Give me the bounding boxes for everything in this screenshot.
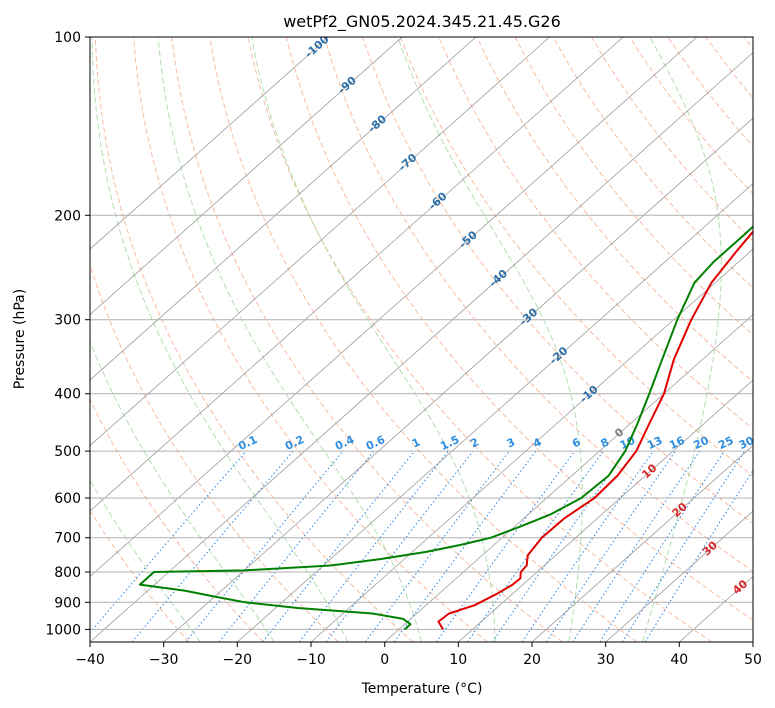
isotherm-line — [310, 248, 753, 642]
y-axis-ticks: 100 200 300 400 500 600 700 800 900 1000 — [45, 30, 90, 638]
y-tick-label: 400 — [54, 387, 81, 403]
dry-adiabat-line — [323, 37, 753, 573]
mixing-ratio-line — [621, 450, 746, 642]
dry-adiabat-line — [209, 37, 638, 642]
plot-frame — [89, 36, 754, 643]
x-tick-label: 40 — [670, 652, 688, 668]
x-tick-label: −20 — [223, 652, 253, 668]
dry-adiabat-line — [438, 37, 753, 430]
x-tick-label: −30 — [149, 652, 179, 668]
isotherm-line — [458, 379, 753, 642]
temperature-profile — [437, 230, 753, 630]
isotherm-line — [237, 183, 753, 642]
x-tick-label: −10 — [296, 652, 326, 668]
dry-adiabat-line — [247, 37, 712, 642]
isotherm-line — [384, 314, 753, 642]
moist-adiabat-line — [397, 37, 583, 642]
isotherm-line — [90, 37, 329, 250]
moist-adiabat-line — [251, 37, 496, 642]
isotherm-line — [90, 37, 403, 316]
y-tick-label: 900 — [54, 595, 81, 611]
isotherm-line — [90, 37, 477, 381]
x-tick-label: 30 — [597, 652, 615, 668]
y-tick-label: 700 — [54, 531, 81, 547]
y-axis-label: Pressure (hPa) — [12, 289, 28, 389]
isotherm-line — [90, 37, 698, 578]
y-tick-label: 300 — [54, 313, 81, 329]
mixing-ratio-label: 10 — [618, 434, 638, 452]
mixing-ratio-line — [218, 450, 375, 642]
y-tick-label: 200 — [54, 208, 81, 224]
y-tick-label: 500 — [54, 444, 81, 460]
dry-adiabat-line — [90, 398, 264, 642]
mixing-ratio-line — [572, 450, 701, 642]
mixing-ratio-line — [364, 450, 510, 642]
mixing-ratio-line — [491, 450, 627, 642]
isotherm-line — [90, 37, 624, 512]
mixing-ratio-line — [185, 450, 344, 642]
dry-adiabat-line — [171, 37, 563, 642]
mixing-ratio-label: 25 — [716, 434, 735, 452]
mixing-ratio-label: 16 — [667, 434, 687, 452]
isotherm-line — [90, 52, 753, 642]
mixing-ratio-line — [599, 450, 725, 642]
y-tick-label: 100 — [54, 30, 81, 46]
background-lines — [90, 37, 753, 642]
dewpoint-profile — [138, 225, 753, 631]
mixing-ratio-line — [325, 450, 474, 642]
x-tick-label: 10 — [449, 652, 467, 668]
moist-adiabat-line — [642, 37, 722, 642]
dry-adiabat-line — [285, 37, 753, 621]
isotherm-line — [163, 117, 753, 642]
isotherm-line — [605, 510, 753, 642]
x-tick-label: 0 — [380, 652, 389, 668]
x-tick-label: 50 — [744, 652, 762, 668]
y-tick-label: 600 — [54, 491, 81, 507]
isotherm-line — [531, 445, 753, 642]
x-tick-label: 20 — [523, 652, 541, 668]
sounding-profiles — [138, 225, 753, 631]
mixing-ratio-label: 13 — [645, 434, 664, 452]
chart-title: wetPf2_GN05.2024.345.21.45.G26 — [283, 12, 561, 32]
mixing-ratio-line — [545, 450, 676, 642]
y-tick-label: 800 — [54, 565, 81, 581]
mixing-ratio-label: 20 — [692, 434, 712, 452]
dry-adiabat-line — [133, 37, 488, 642]
y-tick-label: 1000 — [45, 622, 81, 638]
mixing-ratio-line — [262, 450, 416, 642]
moist-adiabat-line — [157, 37, 422, 642]
x-tick-label: −40 — [75, 652, 105, 668]
x-axis-label: Temperature (°C) — [361, 681, 483, 697]
moist-adiabat-line — [91, 37, 349, 642]
isotherm-line — [90, 37, 550, 447]
mixing-ratio-line — [521, 450, 654, 642]
x-axis-ticks: −40 −30 −20 −10 0 10 20 30 40 50 — [75, 642, 762, 668]
mixing-ratio-label: 30 — [737, 434, 757, 452]
mixing-ratio-line — [467, 450, 604, 642]
mixing-ratio-line — [435, 450, 576, 642]
